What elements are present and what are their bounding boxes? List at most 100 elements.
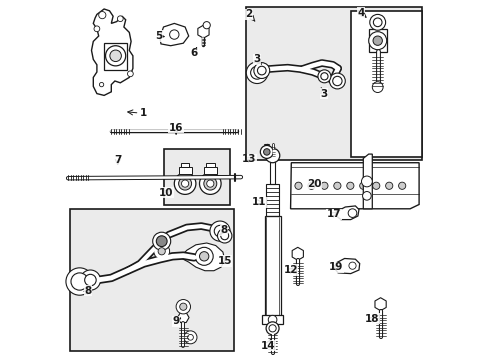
Circle shape <box>199 173 221 194</box>
Text: 4: 4 <box>356 8 366 18</box>
Bar <box>70 209 233 351</box>
Circle shape <box>368 32 386 50</box>
Circle shape <box>181 180 188 187</box>
Text: 7: 7 <box>114 155 121 165</box>
Text: 17: 17 <box>326 209 341 219</box>
Circle shape <box>110 50 121 62</box>
Text: 12: 12 <box>283 265 297 275</box>
Bar <box>205 163 214 167</box>
Circle shape <box>158 248 165 255</box>
Circle shape <box>117 16 123 22</box>
Circle shape <box>199 252 208 261</box>
Polygon shape <box>290 163 418 209</box>
Text: 5: 5 <box>155 31 164 41</box>
Circle shape <box>359 182 366 189</box>
Circle shape <box>372 182 379 189</box>
Circle shape <box>246 62 267 84</box>
Circle shape <box>250 66 263 79</box>
Circle shape <box>320 182 327 189</box>
Text: 8: 8 <box>220 225 227 235</box>
Circle shape <box>220 232 228 240</box>
Circle shape <box>183 331 197 344</box>
Polygon shape <box>160 23 188 46</box>
Text: 9: 9 <box>172 316 180 326</box>
Circle shape <box>307 182 314 189</box>
Circle shape <box>385 182 392 189</box>
Circle shape <box>179 303 186 310</box>
Text: 18: 18 <box>365 314 379 324</box>
Circle shape <box>66 268 93 295</box>
Polygon shape <box>179 243 224 271</box>
Bar <box>246 7 421 160</box>
Circle shape <box>294 182 302 189</box>
Bar <box>104 43 127 70</box>
Circle shape <box>257 66 265 75</box>
Circle shape <box>260 145 273 158</box>
Text: 16: 16 <box>168 123 183 134</box>
Circle shape <box>203 22 210 29</box>
Text: 10: 10 <box>159 188 173 198</box>
Circle shape <box>153 243 169 259</box>
Polygon shape <box>91 9 133 95</box>
Bar <box>261 315 283 324</box>
Circle shape <box>127 71 133 77</box>
Text: 2: 2 <box>244 9 254 21</box>
Circle shape <box>348 262 355 269</box>
Circle shape <box>94 26 100 32</box>
Polygon shape <box>177 312 189 323</box>
Bar <box>163 149 230 205</box>
Circle shape <box>71 273 88 290</box>
Circle shape <box>99 82 103 87</box>
Text: 6: 6 <box>190 48 197 58</box>
Text: 19: 19 <box>328 262 343 272</box>
Circle shape <box>320 73 327 80</box>
Text: 3: 3 <box>320 88 326 99</box>
Circle shape <box>176 300 190 314</box>
Polygon shape <box>336 206 358 220</box>
Circle shape <box>99 12 106 19</box>
Text: 14: 14 <box>260 339 275 351</box>
Polygon shape <box>198 25 209 38</box>
Bar <box>203 167 216 174</box>
Polygon shape <box>291 247 303 260</box>
Circle shape <box>268 325 276 332</box>
Circle shape <box>156 236 167 247</box>
Text: 8: 8 <box>84 285 91 296</box>
Polygon shape <box>374 298 386 311</box>
Circle shape <box>265 322 279 335</box>
Circle shape <box>373 18 381 27</box>
Circle shape <box>206 180 213 187</box>
Circle shape <box>80 270 101 290</box>
Circle shape <box>263 149 269 155</box>
Circle shape <box>372 36 382 45</box>
Text: 11: 11 <box>251 197 265 207</box>
Circle shape <box>347 209 356 217</box>
Bar <box>265 184 279 216</box>
Circle shape <box>317 70 330 83</box>
Circle shape <box>369 14 385 30</box>
Text: 1: 1 <box>127 108 147 118</box>
Circle shape <box>332 76 342 86</box>
Circle shape <box>268 315 276 324</box>
Polygon shape <box>334 258 359 274</box>
Circle shape <box>217 229 231 243</box>
Circle shape <box>265 148 279 163</box>
Circle shape <box>362 192 370 200</box>
Polygon shape <box>363 154 371 209</box>
Circle shape <box>187 334 193 340</box>
Circle shape <box>346 182 353 189</box>
Bar <box>350 11 421 157</box>
Circle shape <box>203 177 216 190</box>
Circle shape <box>333 182 340 189</box>
Circle shape <box>253 63 269 78</box>
Text: 15: 15 <box>217 256 231 266</box>
Bar <box>181 163 189 167</box>
Circle shape <box>361 176 371 187</box>
Circle shape <box>214 225 225 237</box>
Circle shape <box>105 46 125 66</box>
Circle shape <box>84 274 96 286</box>
Text: 13: 13 <box>241 154 256 164</box>
Text: 20: 20 <box>307 179 321 189</box>
Circle shape <box>195 247 213 265</box>
Circle shape <box>178 177 191 190</box>
